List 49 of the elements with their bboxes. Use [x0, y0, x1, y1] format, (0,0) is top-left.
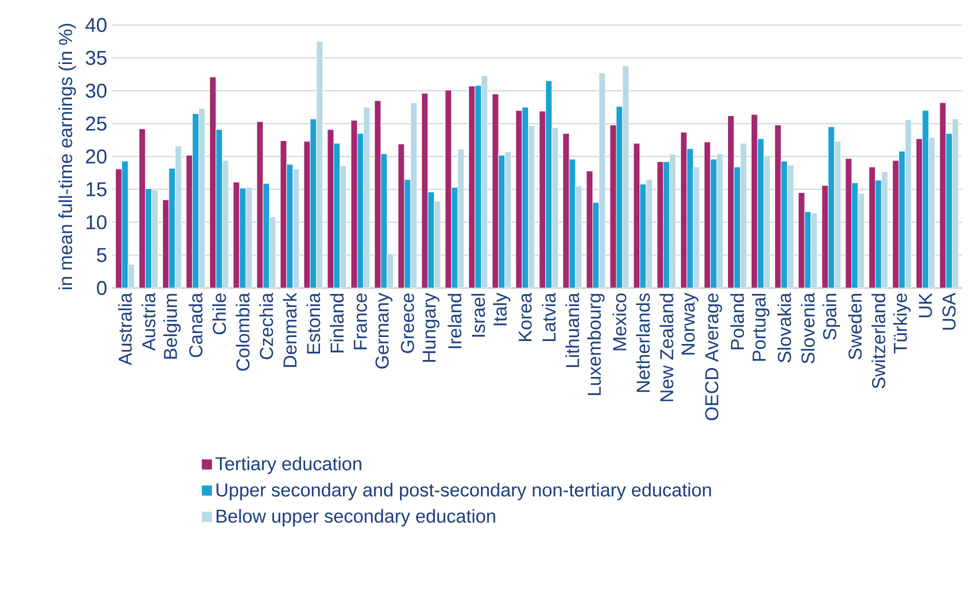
x-tick-label: Poland	[730, 294, 744, 350]
x-tick-label: Portugal	[752, 294, 770, 361]
x-tick-label: Estonia	[306, 292, 320, 354]
x-tick-label: Norway	[682, 292, 698, 354]
x-tick-label: Korea	[518, 292, 532, 341]
x-tick-label: Canada	[188, 292, 202, 358]
x-tick-label: France	[354, 294, 367, 350]
x-tick-label: Czechia	[259, 292, 274, 360]
x-tick-label: Türkiye	[893, 294, 911, 354]
x-tick-label: Australia	[118, 292, 132, 366]
legend-label: Tertiary education	[216, 456, 362, 474]
y-tick-label: 15	[86, 182, 106, 196]
x-tick-label: Slovakia	[777, 292, 792, 362]
y-axis-title: in mean full-time earnings (in %)	[58, 24, 76, 290]
legend-label: Upper secondary and post-secondary non-tertiary education	[216, 482, 711, 500]
x-tick-label: New Zealand	[660, 294, 674, 402]
y-tick-label: 10	[86, 215, 106, 230]
x-tick-label: Spain	[822, 294, 840, 340]
x-tick-label: USA	[942, 292, 956, 330]
x-tick-label: UK	[919, 292, 932, 318]
legend-label: Below upper secondary education	[216, 509, 496, 526]
x-tick-label: Sweden	[848, 294, 862, 360]
y-tick-label: 20	[86, 149, 106, 164]
x-tick-label: Greece	[400, 294, 414, 353]
x-tick-label: Mexico	[612, 294, 626, 350]
x-tick-label: Finland	[330, 294, 344, 352]
y-tick-label: 0	[96, 280, 106, 296]
y-tick-label: 30	[86, 84, 106, 98]
x-tick-label: Hungary	[422, 292, 440, 362]
x-tick-label: Ireland	[448, 294, 462, 348]
x-tick-label: Latvia	[542, 292, 556, 341]
x-tick-label: Chile	[212, 294, 226, 334]
x-tick-label: Luxembourg	[587, 294, 605, 395]
x-tick-label: Denmark	[282, 292, 297, 367]
x-tick-label: Lithuania	[565, 292, 580, 367]
x-tick-label: Slovenia	[800, 292, 815, 364]
y-tick-label: 25	[86, 116, 106, 131]
x-tick-label: Netherlands	[636, 293, 650, 392]
x-tick-label: Belgium	[163, 294, 181, 359]
x-tick-label: OECD Average	[705, 294, 722, 420]
x-tick-label: Israel	[471, 294, 485, 337]
x-tick-label: Colombia	[236, 292, 250, 371]
x-tick-label: Germany	[375, 292, 392, 369]
y-tick-label: 35	[86, 50, 106, 65]
y-tick-label: 5	[96, 248, 106, 262]
y-tick-label: 40	[86, 18, 106, 32]
x-tick-label: Italy	[492, 292, 510, 326]
x-tick-label: Switzerland	[872, 294, 886, 388]
x-tick-label: Austria	[142, 292, 156, 351]
